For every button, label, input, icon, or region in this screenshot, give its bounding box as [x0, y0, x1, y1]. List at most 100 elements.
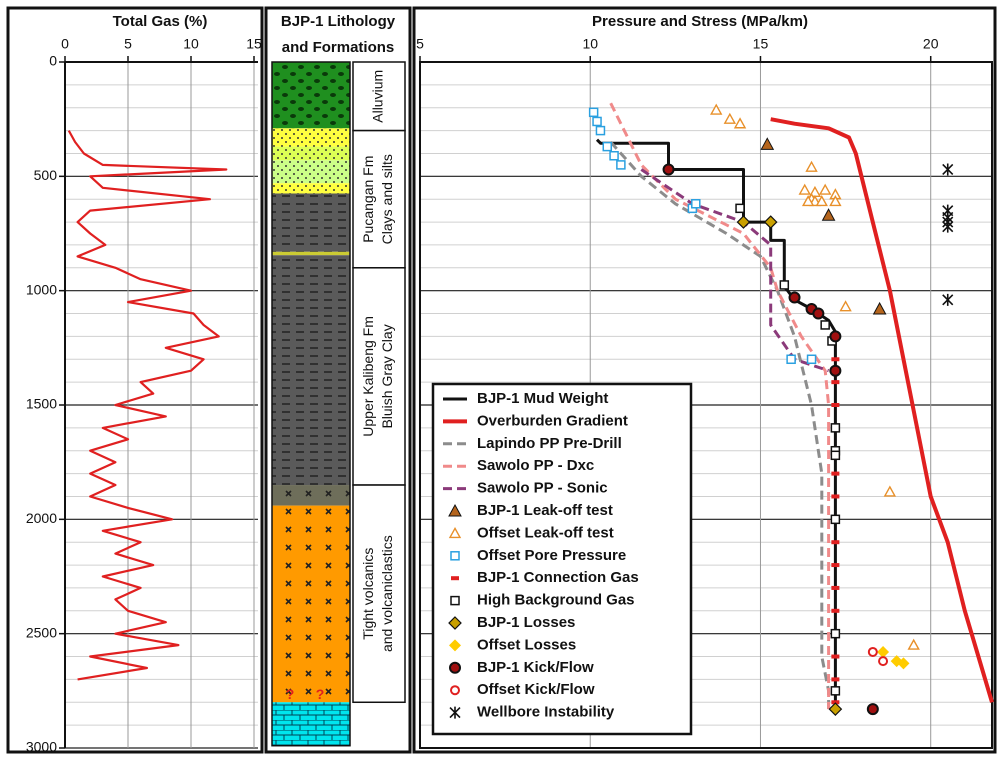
panel-title: Pressure and Stress (MPa/km)	[592, 13, 808, 30]
marker	[831, 515, 839, 523]
marker	[817, 196, 827, 205]
marker	[868, 704, 878, 714]
marker	[787, 355, 795, 363]
formation-label: Bluish Gray Clay	[379, 324, 395, 428]
marker	[830, 331, 840, 341]
formation-label: Upper Kalibeng Fm	[360, 316, 376, 437]
marker	[831, 472, 839, 476]
marker	[831, 494, 839, 498]
marker	[831, 677, 839, 681]
marker	[831, 380, 839, 384]
marker	[735, 119, 745, 128]
legend-symbol	[451, 597, 459, 605]
marker	[831, 630, 839, 638]
marker	[831, 563, 839, 567]
marker	[869, 648, 877, 656]
x-tick-label: 10	[582, 36, 598, 52]
y-tick-label: 1500	[26, 396, 57, 412]
legend-label: BJP-1 Kick/Flow	[477, 659, 594, 676]
lithology-pattern	[272, 147, 350, 161]
marker	[736, 204, 744, 212]
x-tick-label: 5	[416, 36, 424, 52]
marker	[603, 143, 611, 151]
marker	[813, 309, 823, 319]
legend-label: Overburden Gradient	[477, 412, 628, 429]
lithology-pattern	[272, 702, 350, 745]
annotation: ?	[316, 686, 325, 702]
panel-title: Total Gas (%)	[113, 13, 208, 30]
annotation: ?	[286, 686, 295, 702]
y-tick-label: 2500	[26, 624, 57, 640]
x-tick-label: 0	[61, 36, 69, 52]
marker	[885, 487, 895, 496]
marker	[831, 424, 839, 432]
marker	[909, 640, 919, 649]
y-tick-label: 500	[34, 167, 58, 183]
legend-label: Wellbore Instability	[477, 704, 615, 721]
panel-title: BJP-1 Lithology	[281, 13, 396, 30]
lithology-pattern	[272, 183, 350, 193]
marker	[808, 355, 816, 363]
legend-label: Offset Leak-off test	[477, 524, 614, 541]
y-tick-label: 2000	[26, 510, 57, 526]
marker	[596, 127, 604, 135]
lithology-pattern	[272, 255, 350, 485]
marker	[610, 152, 618, 160]
legend-label: Offset Kick/Flow	[477, 681, 595, 698]
marker	[692, 200, 700, 208]
marker	[800, 185, 810, 194]
marker	[831, 451, 839, 459]
legend-label: BJP-1 Losses	[477, 614, 575, 631]
marker	[831, 540, 839, 544]
marker	[790, 293, 800, 303]
marker	[617, 161, 625, 169]
lithology-pattern	[272, 128, 350, 146]
marker	[831, 687, 839, 695]
marker	[820, 185, 830, 194]
marker	[823, 209, 835, 220]
panel-title: and Formations	[282, 39, 395, 56]
marker	[821, 321, 829, 329]
legend-label: BJP-1 Mud Weight	[477, 390, 608, 407]
legend-symbol	[451, 576, 459, 580]
legend-label: Sawolo PP - Dxc	[477, 457, 594, 474]
legend-label: Sawolo PP - Sonic	[477, 480, 608, 497]
marker	[841, 302, 851, 311]
y-tick-label: 0	[49, 53, 57, 69]
figure: Total Gas (%) BJP-1 Lithology and Format…	[0, 0, 1000, 759]
formation-label: Tight volcanics	[360, 548, 376, 640]
marker	[830, 366, 840, 376]
y-tick-label: 1000	[26, 281, 57, 297]
legend-symbol	[451, 552, 459, 560]
x-tick-label: 15	[753, 36, 769, 52]
marker	[664, 164, 674, 174]
legend-label: BJP-1 Leak-off test	[477, 502, 613, 519]
x-tick-label: 15	[246, 36, 262, 52]
lithology-layer	[272, 252, 350, 255]
marker	[879, 657, 887, 665]
marker	[725, 114, 735, 123]
lithology-pattern	[272, 485, 350, 506]
legend-label: Lapindo PP Pre-Drill	[477, 435, 622, 452]
marker	[943, 163, 953, 175]
marker	[780, 281, 788, 289]
marker	[829, 703, 841, 715]
marker	[590, 108, 598, 116]
marker	[761, 138, 773, 149]
marker	[831, 609, 839, 613]
data-line	[771, 119, 992, 702]
x-tick-label: 20	[923, 36, 939, 52]
legend-label: BJP-1 Connection Gas	[477, 569, 639, 586]
marker	[831, 586, 839, 590]
legend-symbol	[451, 686, 459, 694]
marker	[831, 403, 839, 407]
marker	[831, 357, 839, 361]
marker	[593, 117, 601, 125]
marker	[765, 216, 777, 228]
marker	[737, 216, 749, 228]
legend-label: High Background Gas	[477, 592, 635, 609]
lithology-pattern	[272, 62, 350, 128]
formation-label: Alluvium	[370, 70, 386, 123]
formation-label: and volcaniclastics	[379, 535, 395, 652]
panel-frame	[8, 8, 262, 752]
